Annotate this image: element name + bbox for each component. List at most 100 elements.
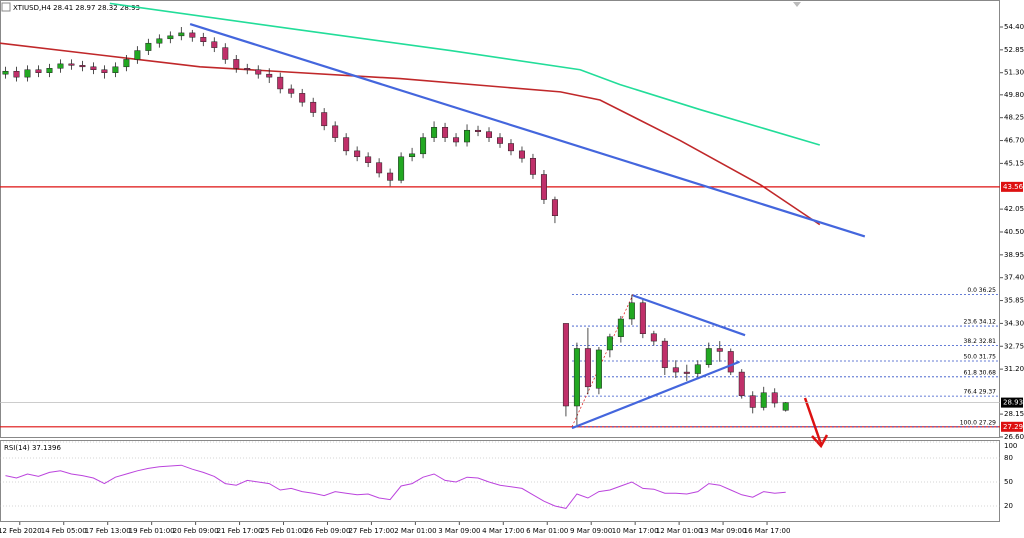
candle-body — [266, 73, 273, 78]
candle-body — [398, 156, 405, 181]
y-tick-label: 28.15 — [1004, 410, 1024, 418]
candle-body — [628, 302, 635, 320]
fib-label: 0.0 36.25 — [967, 287, 996, 294]
candle-body — [90, 66, 97, 71]
x-tick-label: 6 Mar 01:00 — [526, 527, 568, 535]
y-tick-label: 49.80 — [1004, 91, 1024, 99]
y-tick-label: 52.85 — [1004, 46, 1024, 54]
candle-body — [672, 367, 679, 373]
candle-body — [573, 348, 580, 407]
candle-body — [727, 351, 734, 373]
candle-body — [771, 392, 778, 404]
candle-body — [661, 340, 668, 368]
candle-body — [617, 318, 624, 337]
price-label: 27.29 — [1003, 423, 1023, 431]
last-price-label: 28.93 — [1003, 399, 1023, 407]
x-tick-label: 4 Mar 17:00 — [482, 527, 524, 535]
shift-marker — [793, 2, 801, 7]
candle-body — [123, 59, 130, 68]
candle-body — [387, 172, 394, 181]
candle-body — [35, 69, 42, 73]
arrow — [803, 397, 829, 449]
candle-body — [321, 112, 328, 127]
y-tick-label: 40.50 — [1004, 228, 1024, 236]
candle-body — [211, 41, 218, 48]
candle-body — [650, 333, 657, 342]
candle-body — [332, 125, 339, 138]
x-tick-label: 12 Mar 01:00 — [656, 527, 703, 535]
candle-body — [486, 131, 493, 138]
candle-body — [354, 150, 361, 158]
candle-body — [189, 32, 196, 38]
fib-label: 38.2 32.81 — [964, 338, 997, 345]
candle-body — [694, 364, 701, 374]
candle-body — [529, 157, 536, 175]
candle-body — [606, 336, 613, 351]
rsi-tick-label: 20 — [1004, 502, 1013, 510]
candle-body — [749, 395, 756, 408]
candle-body — [431, 127, 438, 138]
candle-body — [760, 392, 767, 408]
price-panel — [0, 0, 1000, 438]
x-tick-label: 10 Mar 17:00 — [612, 527, 659, 535]
candle-body — [277, 76, 284, 90]
moving-average — [0, 42, 821, 226]
candle-body — [310, 101, 317, 113]
candle-body — [376, 162, 383, 174]
y-tick-label: 32.75 — [1004, 342, 1024, 350]
trendline — [571, 360, 740, 430]
symbol-icon — [1, 2, 11, 12]
trendline — [632, 294, 746, 337]
candle-body — [244, 68, 251, 71]
candle-body — [716, 348, 723, 352]
y-tick-label: 45.15 — [1004, 159, 1024, 167]
candle-body — [255, 69, 262, 75]
candle-body — [13, 70, 20, 78]
candle-body — [134, 50, 141, 60]
candle-body — [420, 137, 427, 155]
x-tick-label: 25 Feb 01:00 — [261, 527, 307, 535]
moving-average — [109, 2, 821, 146]
candle-body — [200, 37, 207, 42]
fib-label: 50.0 31.75 — [964, 354, 997, 361]
y-tick-label: 31.20 — [1004, 365, 1024, 373]
price-label: 43.56 — [1003, 183, 1024, 191]
y-tick-label: 46.70 — [1004, 137, 1024, 145]
y-tick-label: 48.25 — [1004, 114, 1024, 122]
y-tick-label: 51.30 — [1004, 69, 1024, 77]
candle-body — [639, 302, 646, 334]
x-tick-label: 12 Feb 2020 — [0, 527, 42, 535]
fib-label: 100.0 27.29 — [960, 419, 996, 426]
candle-body — [409, 153, 416, 158]
candle-body — [705, 348, 712, 365]
x-tick-label: 3 Mar 09:00 — [438, 527, 480, 535]
candle-body — [683, 371, 690, 374]
candle-body — [101, 69, 108, 73]
x-tick-label: 19 Feb 01:00 — [129, 527, 175, 535]
last-price-box — [1001, 397, 1023, 408]
candle-body — [222, 47, 229, 60]
fib-label: 76.4 29.37 — [964, 389, 997, 396]
candle-body — [507, 143, 514, 152]
x-tick-label: 13 Mar 09:00 — [700, 527, 747, 535]
candle-body — [2, 70, 9, 75]
candle-body — [497, 137, 503, 144]
candle-body — [518, 150, 525, 159]
y-tick-label: 38.95 — [1004, 251, 1024, 259]
y-tick-label: 26.60 — [1004, 433, 1024, 441]
candle-body — [343, 137, 350, 152]
candle-body — [46, 68, 53, 73]
fib-diagonal — [571, 294, 634, 427]
candle-body — [540, 174, 547, 200]
x-tick-label: 26 Feb 09:00 — [305, 527, 351, 535]
candle-body — [178, 32, 185, 37]
x-tick-label: 2 Mar 01:00 — [394, 527, 436, 535]
x-tick-label: 20 Feb 09:00 — [173, 527, 219, 535]
price-label-box — [1001, 181, 1023, 192]
candle-body — [145, 42, 152, 51]
rsi-tick-label: 50 — [1004, 478, 1013, 486]
rsi-panel — [0, 440, 1000, 522]
candle-body — [782, 402, 789, 411]
